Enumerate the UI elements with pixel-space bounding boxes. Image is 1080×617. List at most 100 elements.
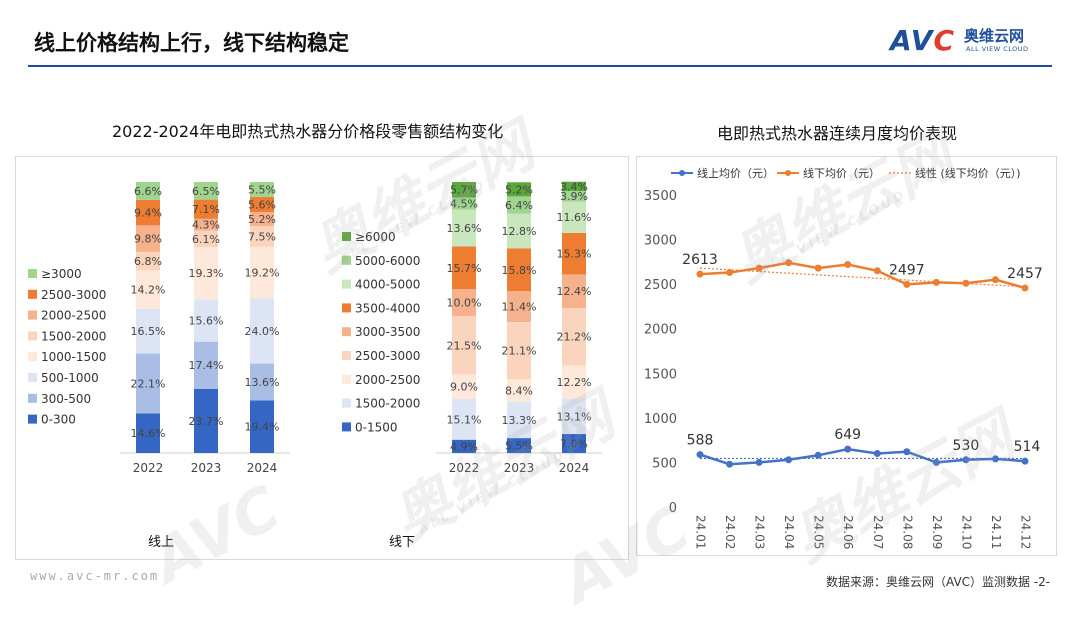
x-tick-label: 24.12 xyxy=(1019,515,1033,549)
bar-value-label: 3.4% xyxy=(560,180,588,193)
logo-cn: 奥维云网 xyxy=(964,27,1025,45)
bar-value-label: 19.3% xyxy=(189,267,224,280)
bar-value-label: 6.6% xyxy=(134,185,162,198)
online-data-point xyxy=(755,458,763,466)
bar-value-label: 9.8% xyxy=(134,233,162,246)
offline-data-point xyxy=(903,280,911,288)
bar-segment xyxy=(562,308,586,366)
logo-mark-a: AV xyxy=(890,24,934,57)
bar-value-label: 21.1% xyxy=(502,345,537,358)
logo-en: ALL VIEW CLOUD xyxy=(966,45,1029,53)
offline-data-point xyxy=(696,270,704,278)
bar-segment xyxy=(507,379,531,403)
bar-segment xyxy=(136,308,160,354)
offline-data-point xyxy=(814,264,822,272)
bar-value-label: 14.6% xyxy=(131,427,166,440)
y-tick-label: 0 xyxy=(669,501,677,516)
x-tick-label: 24.02 xyxy=(723,515,737,549)
bar-value-label: 22.1% xyxy=(131,377,166,390)
page-title: 线上价格结构上行，线下结构稳定 xyxy=(34,31,349,55)
legend-label: 5000-6000 xyxy=(355,254,420,268)
bar-value-label: 15.6% xyxy=(189,314,224,327)
online-data-point xyxy=(726,460,734,468)
legend-label: 3500-4000 xyxy=(355,301,420,315)
bar-segment xyxy=(250,298,274,364)
legend-swatch xyxy=(342,374,351,384)
header-rule xyxy=(28,65,1052,67)
offline-data-point xyxy=(991,276,999,284)
bar-segment xyxy=(507,248,531,292)
bar-value-label: 11.4% xyxy=(502,301,537,314)
left-chart-title: 2022-2024年电即热式热水器分价格段零售额结构变化 xyxy=(112,122,504,141)
legend-swatch xyxy=(342,398,351,408)
bar-value-label: 12.4% xyxy=(557,285,592,298)
bar-segment xyxy=(507,182,531,197)
bar-segment xyxy=(507,291,531,323)
bar-segment xyxy=(562,274,586,309)
offline-data-point xyxy=(785,259,793,267)
x-tick-label: 24.04 xyxy=(782,515,796,549)
bar-value-label: 9.4% xyxy=(134,207,162,220)
bar-value-label: 6.4% xyxy=(505,199,533,212)
bar-value-label: 6.8% xyxy=(134,255,162,268)
line-chart: 0 500 1000 1500 2000 2500 3000 3500 24.01 24.02 24… xyxy=(644,166,1043,549)
legend-marker xyxy=(679,170,685,176)
bar-value-label: 4.3% xyxy=(192,219,220,232)
x-tick-label: 24.10 xyxy=(959,515,973,549)
bar-segment xyxy=(250,196,274,213)
bar-value-label: 21.2% xyxy=(557,331,592,344)
legend-swatch xyxy=(28,310,37,320)
bar-value-label: 12.8% xyxy=(502,225,537,238)
legend-swatch xyxy=(28,289,37,299)
legend-label: 线性 (线下均价（元）) xyxy=(915,166,1021,180)
right-chart-title: 电即热式热水器连续月度均价表现 xyxy=(717,124,958,143)
bar-value-label: 5.5% xyxy=(248,183,276,196)
x-tick-label: 24.07 xyxy=(871,515,885,549)
bar-segment xyxy=(250,363,274,401)
legend-swatch xyxy=(342,303,351,313)
bar-value-label: 13.1% xyxy=(557,410,592,423)
bar-segment xyxy=(194,199,218,219)
y-tick-label: 3000 xyxy=(644,234,677,249)
legend-swatch xyxy=(28,393,37,403)
x-tick-label: 2022 xyxy=(449,461,480,475)
bar-segment xyxy=(562,181,586,191)
legend-label: 线下均价（元） xyxy=(803,166,880,180)
bar-segment xyxy=(452,439,476,453)
bar-segment xyxy=(136,199,160,226)
stacked-bar-panel: 14.6% 22.1% 16.5% 14.2% 6.8% 9.8% 9.4% 6.6% 2022… xyxy=(15,156,629,560)
legend-label: 1000-1500 xyxy=(41,350,106,364)
bar-value-label: 6.1% xyxy=(192,233,220,246)
x-tick-label: 24.01 xyxy=(694,515,708,549)
offline-data-point xyxy=(1021,284,1029,292)
bar-segment xyxy=(136,353,160,414)
online-data-point xyxy=(696,451,704,459)
x-tick-label: 24.05 xyxy=(812,515,826,549)
bar-segment xyxy=(507,402,531,439)
offline-data-point xyxy=(932,278,940,286)
bar-value-label: 7.0% xyxy=(560,438,588,451)
bar-value-label: 5.7% xyxy=(450,184,478,197)
footer-source: 数据来源：奥维云网（AVC）监测数据 -2- xyxy=(826,575,1051,589)
legend-label: 1500-2000 xyxy=(355,397,420,411)
bar-value-label: 6.5% xyxy=(192,185,220,198)
offline-data-point xyxy=(844,261,852,269)
legend-label: 500-1000 xyxy=(41,371,99,385)
bar-value-label: 16.5% xyxy=(131,325,166,338)
bar-value-label: 5.2% xyxy=(248,213,276,226)
y-tick-label: 2000 xyxy=(644,323,677,338)
bar-segment xyxy=(194,299,218,342)
legend-swatch xyxy=(28,414,37,424)
legend-swatch xyxy=(28,269,37,278)
legend-label: 2500-3000 xyxy=(355,349,420,363)
bar-value-label: 13.6% xyxy=(447,222,482,235)
group-label: 线下 xyxy=(389,535,415,550)
bar-value-label: 21.5% xyxy=(447,339,482,352)
online-data-point xyxy=(962,456,970,464)
bar-value-label: 11.6% xyxy=(557,211,592,224)
legend-label: 4000-5000 xyxy=(355,278,420,292)
bar-value-label: 4.9% xyxy=(450,440,478,453)
legend-label: 2000-2500 xyxy=(41,309,106,323)
x-tick-label: 2023 xyxy=(191,461,222,475)
legend-swatch xyxy=(342,232,351,241)
